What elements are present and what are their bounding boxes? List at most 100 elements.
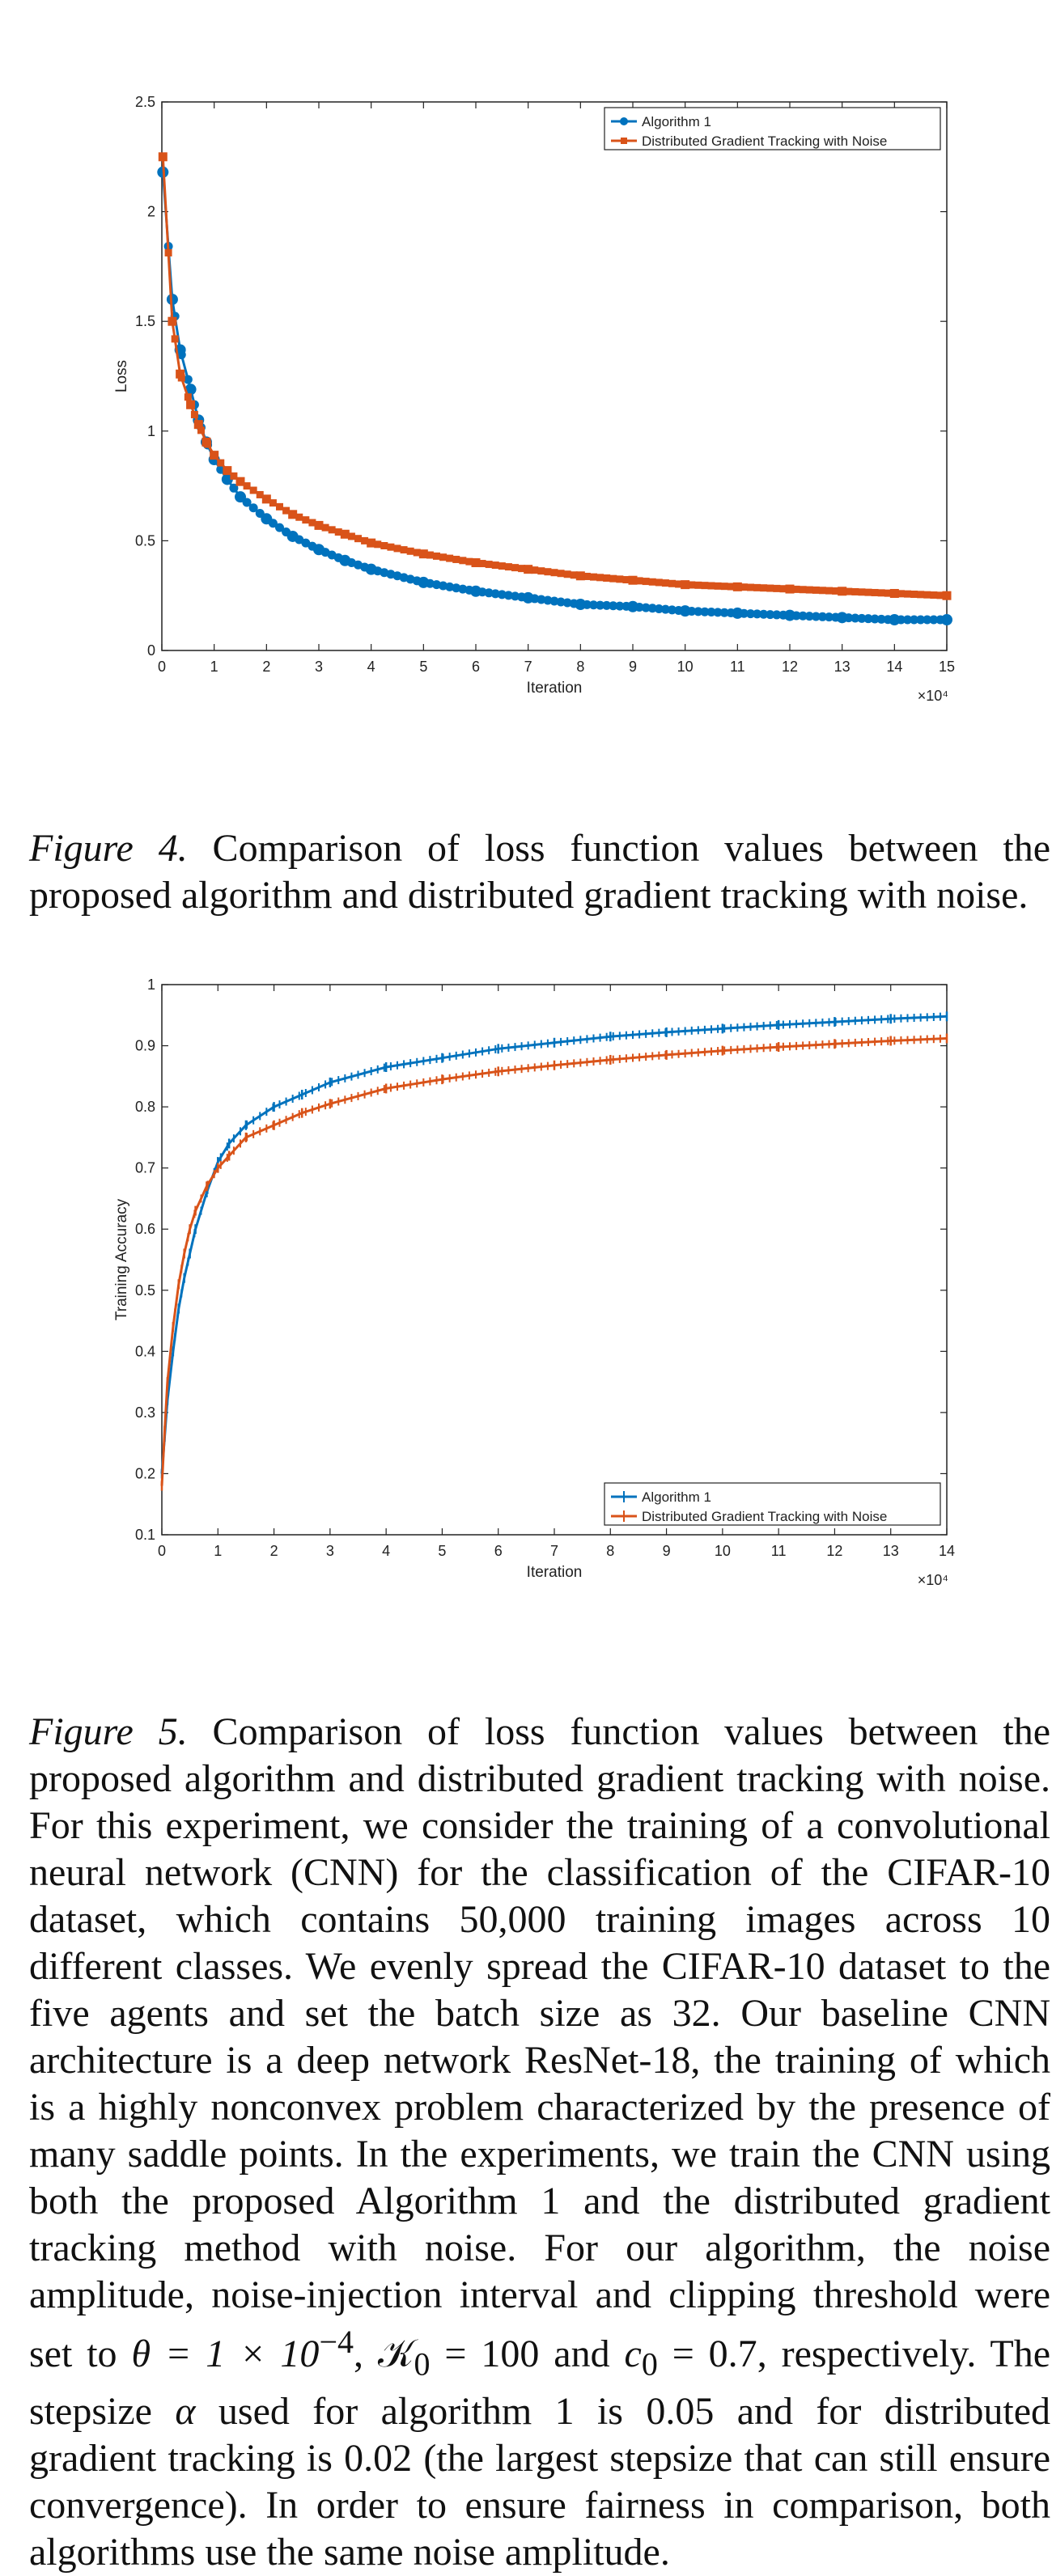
x-tick-label: 10: [715, 1543, 731, 1559]
data-point: [713, 608, 723, 617]
data-point: [871, 588, 879, 596]
x-tick-label: 11: [730, 659, 745, 675]
data-point: [511, 591, 520, 601]
data-point: [746, 609, 755, 619]
data-point: [916, 615, 926, 625]
data-point: [230, 472, 238, 480]
data-point: [759, 609, 769, 619]
data-point: [465, 557, 473, 566]
x-tick-label: 12: [826, 1543, 842, 1559]
data-point: [334, 528, 342, 536]
data-point: [575, 599, 587, 611]
data-point: [286, 530, 299, 542]
data-point: [942, 591, 952, 600]
data-point: [747, 583, 754, 591]
data-point: [694, 581, 702, 589]
y-tick-label: 0.4: [135, 1343, 155, 1359]
y-tick-label: 2: [147, 204, 155, 220]
for-word: For: [29, 1804, 83, 1847]
data-point: [784, 609, 795, 621]
data-point: [929, 615, 939, 625]
data-point: [825, 612, 834, 622]
figure-4-caption: Figure 4. Comparison of loss function va…: [29, 825, 1050, 918]
data-point: [354, 535, 362, 543]
data-point: [622, 576, 630, 584]
x-axis-label: Iteration: [527, 680, 583, 697]
data-point: [235, 491, 246, 503]
x-tick-label: 3: [326, 1543, 334, 1559]
data-point: [217, 459, 225, 467]
data-point: [276, 502, 283, 511]
x-tick-label: 3: [315, 659, 323, 675]
data-point: [917, 591, 925, 599]
data-point: [433, 552, 440, 560]
data-point: [549, 596, 559, 606]
data-point: [596, 600, 605, 610]
data-point: [158, 152, 168, 162]
x-tick-label: 8: [606, 1543, 614, 1559]
data-point: [596, 574, 604, 582]
c-symbol: c: [624, 2332, 642, 2375]
data-point: [471, 558, 481, 568]
data-point: [642, 578, 650, 586]
data-point: [193, 420, 203, 430]
figure-4: 0 1 2 3 4 5 6 7 8 9 10 11 12 13 14 15 0 0.5 1 1.5 2 2.5 Iterat…: [0, 78, 1052, 717]
data-point: [406, 547, 414, 555]
data-point: [557, 570, 565, 578]
data-point: [380, 542, 388, 550]
data-point: [223, 466, 232, 476]
x-tick-label: 4: [382, 1543, 390, 1559]
data-point: [235, 477, 245, 486]
data-point: [313, 544, 325, 556]
data-point: [700, 607, 710, 616]
data-point: [870, 614, 880, 624]
data-point: [857, 613, 867, 623]
data-point: [732, 582, 742, 591]
theta-expression: θ = 1 × 10: [131, 2332, 320, 2375]
theta-exponent: −4: [319, 2324, 354, 2360]
data-point: [452, 583, 461, 593]
data-point: [897, 590, 905, 598]
body-paragraph-2a: , respectively. The stepsize: [29, 2332, 1051, 2433]
data-point: [877, 589, 885, 597]
x-tick-label: 8: [576, 659, 584, 675]
data-point: [347, 532, 355, 540]
data-point: [282, 506, 291, 515]
data-point: [889, 588, 899, 598]
data-point: [503, 591, 513, 600]
data-point: [910, 615, 919, 625]
data-point: [679, 605, 691, 617]
data-point: [524, 565, 533, 574]
data-point: [654, 604, 664, 613]
data-point: [183, 375, 193, 384]
data-point: [418, 576, 430, 588]
data-point: [484, 588, 494, 598]
data-point: [171, 335, 179, 343]
legend-label: Distributed Gradient Tracking with Noise: [642, 1509, 887, 1524]
data-point: [432, 580, 441, 590]
body-paragraph-1: this experiment, we consider the trainin…: [29, 1804, 1051, 2375]
data-point: [339, 554, 351, 566]
figure-4-caption-text: Comparison of loss function values betwe…: [29, 827, 1051, 917]
data-point: [688, 581, 696, 589]
data-point: [641, 603, 651, 612]
data-point: [563, 570, 571, 578]
data-point: [701, 582, 709, 590]
data-point: [269, 499, 277, 507]
data-point: [575, 571, 585, 581]
y-tick-label: 2.5: [135, 94, 155, 110]
data-point: [498, 562, 506, 570]
data-point: [773, 584, 781, 592]
data-point: [941, 614, 952, 626]
x-tick-label: 9: [663, 1543, 671, 1559]
x-tick-label: 2: [270, 1543, 278, 1559]
data-point: [248, 503, 258, 513]
data-point: [361, 536, 369, 544]
legend-label: Distributed Gradient Tracking with Noise: [642, 133, 887, 149]
data-point: [367, 538, 376, 548]
data-point: [675, 580, 683, 588]
data-point: [811, 612, 821, 621]
data-point: [825, 587, 833, 595]
data-point: [805, 586, 813, 594]
data-point: [727, 583, 735, 591]
